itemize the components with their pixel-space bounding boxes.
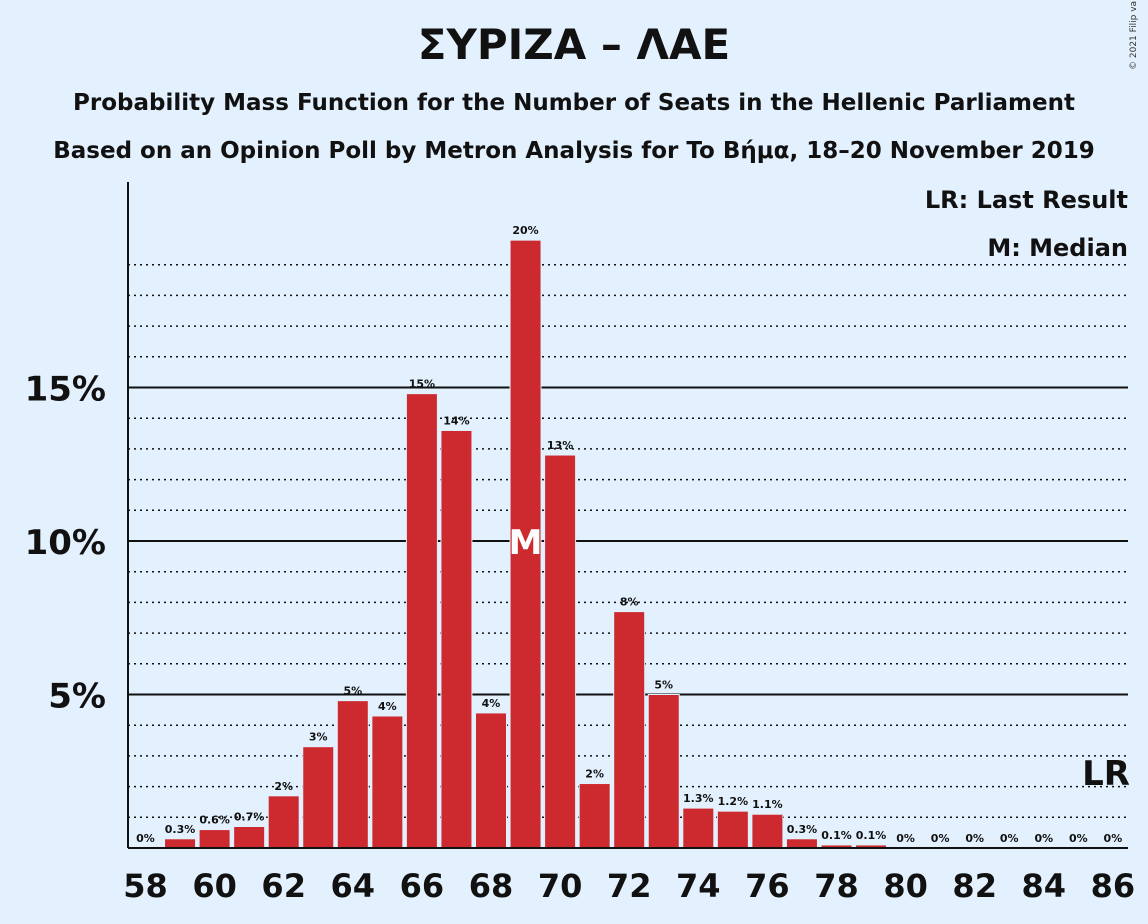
bar-seat-60 — [198, 829, 231, 849]
x-tick-label: 66 — [400, 867, 445, 905]
data-label: 20% — [512, 224, 538, 237]
bar-seat-75 — [716, 810, 749, 849]
y-tick-label: 10% — [25, 523, 106, 563]
bar-seat-70 — [544, 454, 577, 849]
x-tick-label: 72 — [607, 867, 652, 905]
bar-seat-63 — [302, 746, 335, 849]
bar-seat-59 — [164, 838, 197, 849]
data-label: 3% — [309, 731, 328, 744]
x-tick-label: 58 — [123, 867, 168, 905]
bar-seat-72 — [613, 611, 646, 849]
data-label: 1.2% — [718, 795, 749, 808]
data-label: 0% — [896, 832, 915, 845]
bar-seat-62 — [267, 795, 300, 849]
bar-seat-67 — [440, 429, 473, 849]
bar-seat-73 — [647, 694, 680, 849]
bar-seat-61 — [233, 826, 266, 849]
data-label: 0.3% — [165, 823, 196, 836]
bar-seat-71 — [578, 783, 611, 849]
data-label: 1.1% — [752, 798, 783, 811]
bar-seat-77 — [785, 838, 818, 849]
data-label: 0.7% — [234, 811, 265, 824]
data-label: 0% — [965, 832, 984, 845]
data-label: 0.1% — [821, 829, 852, 842]
x-tick-label: 64 — [331, 867, 376, 905]
x-tick-label: 70 — [538, 867, 583, 905]
x-tick-label: 78 — [814, 867, 859, 905]
x-tick-label: 80 — [883, 867, 928, 905]
legend-last-result: LR: Last Result — [924, 186, 1128, 214]
data-label: 0.3% — [787, 823, 818, 836]
bar-seat-69 — [509, 239, 542, 849]
last-result-marker: LR — [1082, 754, 1130, 794]
x-tick-label: 74 — [676, 867, 721, 905]
data-label: 4% — [482, 697, 501, 710]
chart-title: ΣΥΡΙΖΑ – ΛΑΕ — [417, 20, 731, 69]
data-label: 2% — [274, 780, 293, 793]
data-label: 8% — [620, 596, 639, 609]
bar-seat-64 — [336, 700, 369, 849]
bar-seat-66 — [405, 393, 438, 849]
x-tick-label: 82 — [952, 867, 997, 905]
data-label: 0% — [136, 832, 155, 845]
data-label: 4% — [378, 700, 397, 713]
data-label: 5% — [654, 679, 673, 692]
bar-seat-76 — [751, 813, 784, 849]
data-label: 0% — [1104, 832, 1123, 845]
data-label: 14% — [443, 414, 469, 427]
x-tick-label: 76 — [745, 867, 790, 905]
x-tick-label: 86 — [1091, 867, 1136, 905]
chart-subtitle: Probability Mass Function for the Number… — [73, 90, 1075, 116]
data-label: 5% — [343, 685, 362, 698]
data-label: 15% — [409, 378, 435, 391]
data-label: 1.3% — [683, 792, 714, 805]
median-marker: M — [509, 523, 543, 563]
data-label: 0% — [1034, 832, 1053, 845]
x-tick-label: 68 — [469, 867, 514, 905]
y-tick-label: 5% — [48, 677, 106, 717]
data-label: 0% — [1069, 832, 1088, 845]
chart-source-line: Based on an Opinion Poll by Metron Analy… — [53, 138, 1095, 164]
data-label: 0% — [1000, 832, 1019, 845]
legend-median: M: Median — [987, 234, 1128, 262]
x-tick-label: 84 — [1022, 867, 1067, 905]
y-tick-label: 15% — [25, 370, 106, 410]
data-label: 0.1% — [856, 829, 887, 842]
data-label: 0.6% — [199, 814, 230, 827]
x-tick-label: 62 — [261, 867, 306, 905]
bar-seat-74 — [682, 807, 715, 849]
bar-seat-68 — [475, 712, 507, 849]
data-label: 0% — [931, 832, 950, 845]
data-label: 13% — [547, 439, 573, 452]
x-tick-label: 60 — [192, 867, 237, 905]
bar-seat-65 — [371, 715, 404, 849]
data-label: 2% — [585, 768, 604, 781]
